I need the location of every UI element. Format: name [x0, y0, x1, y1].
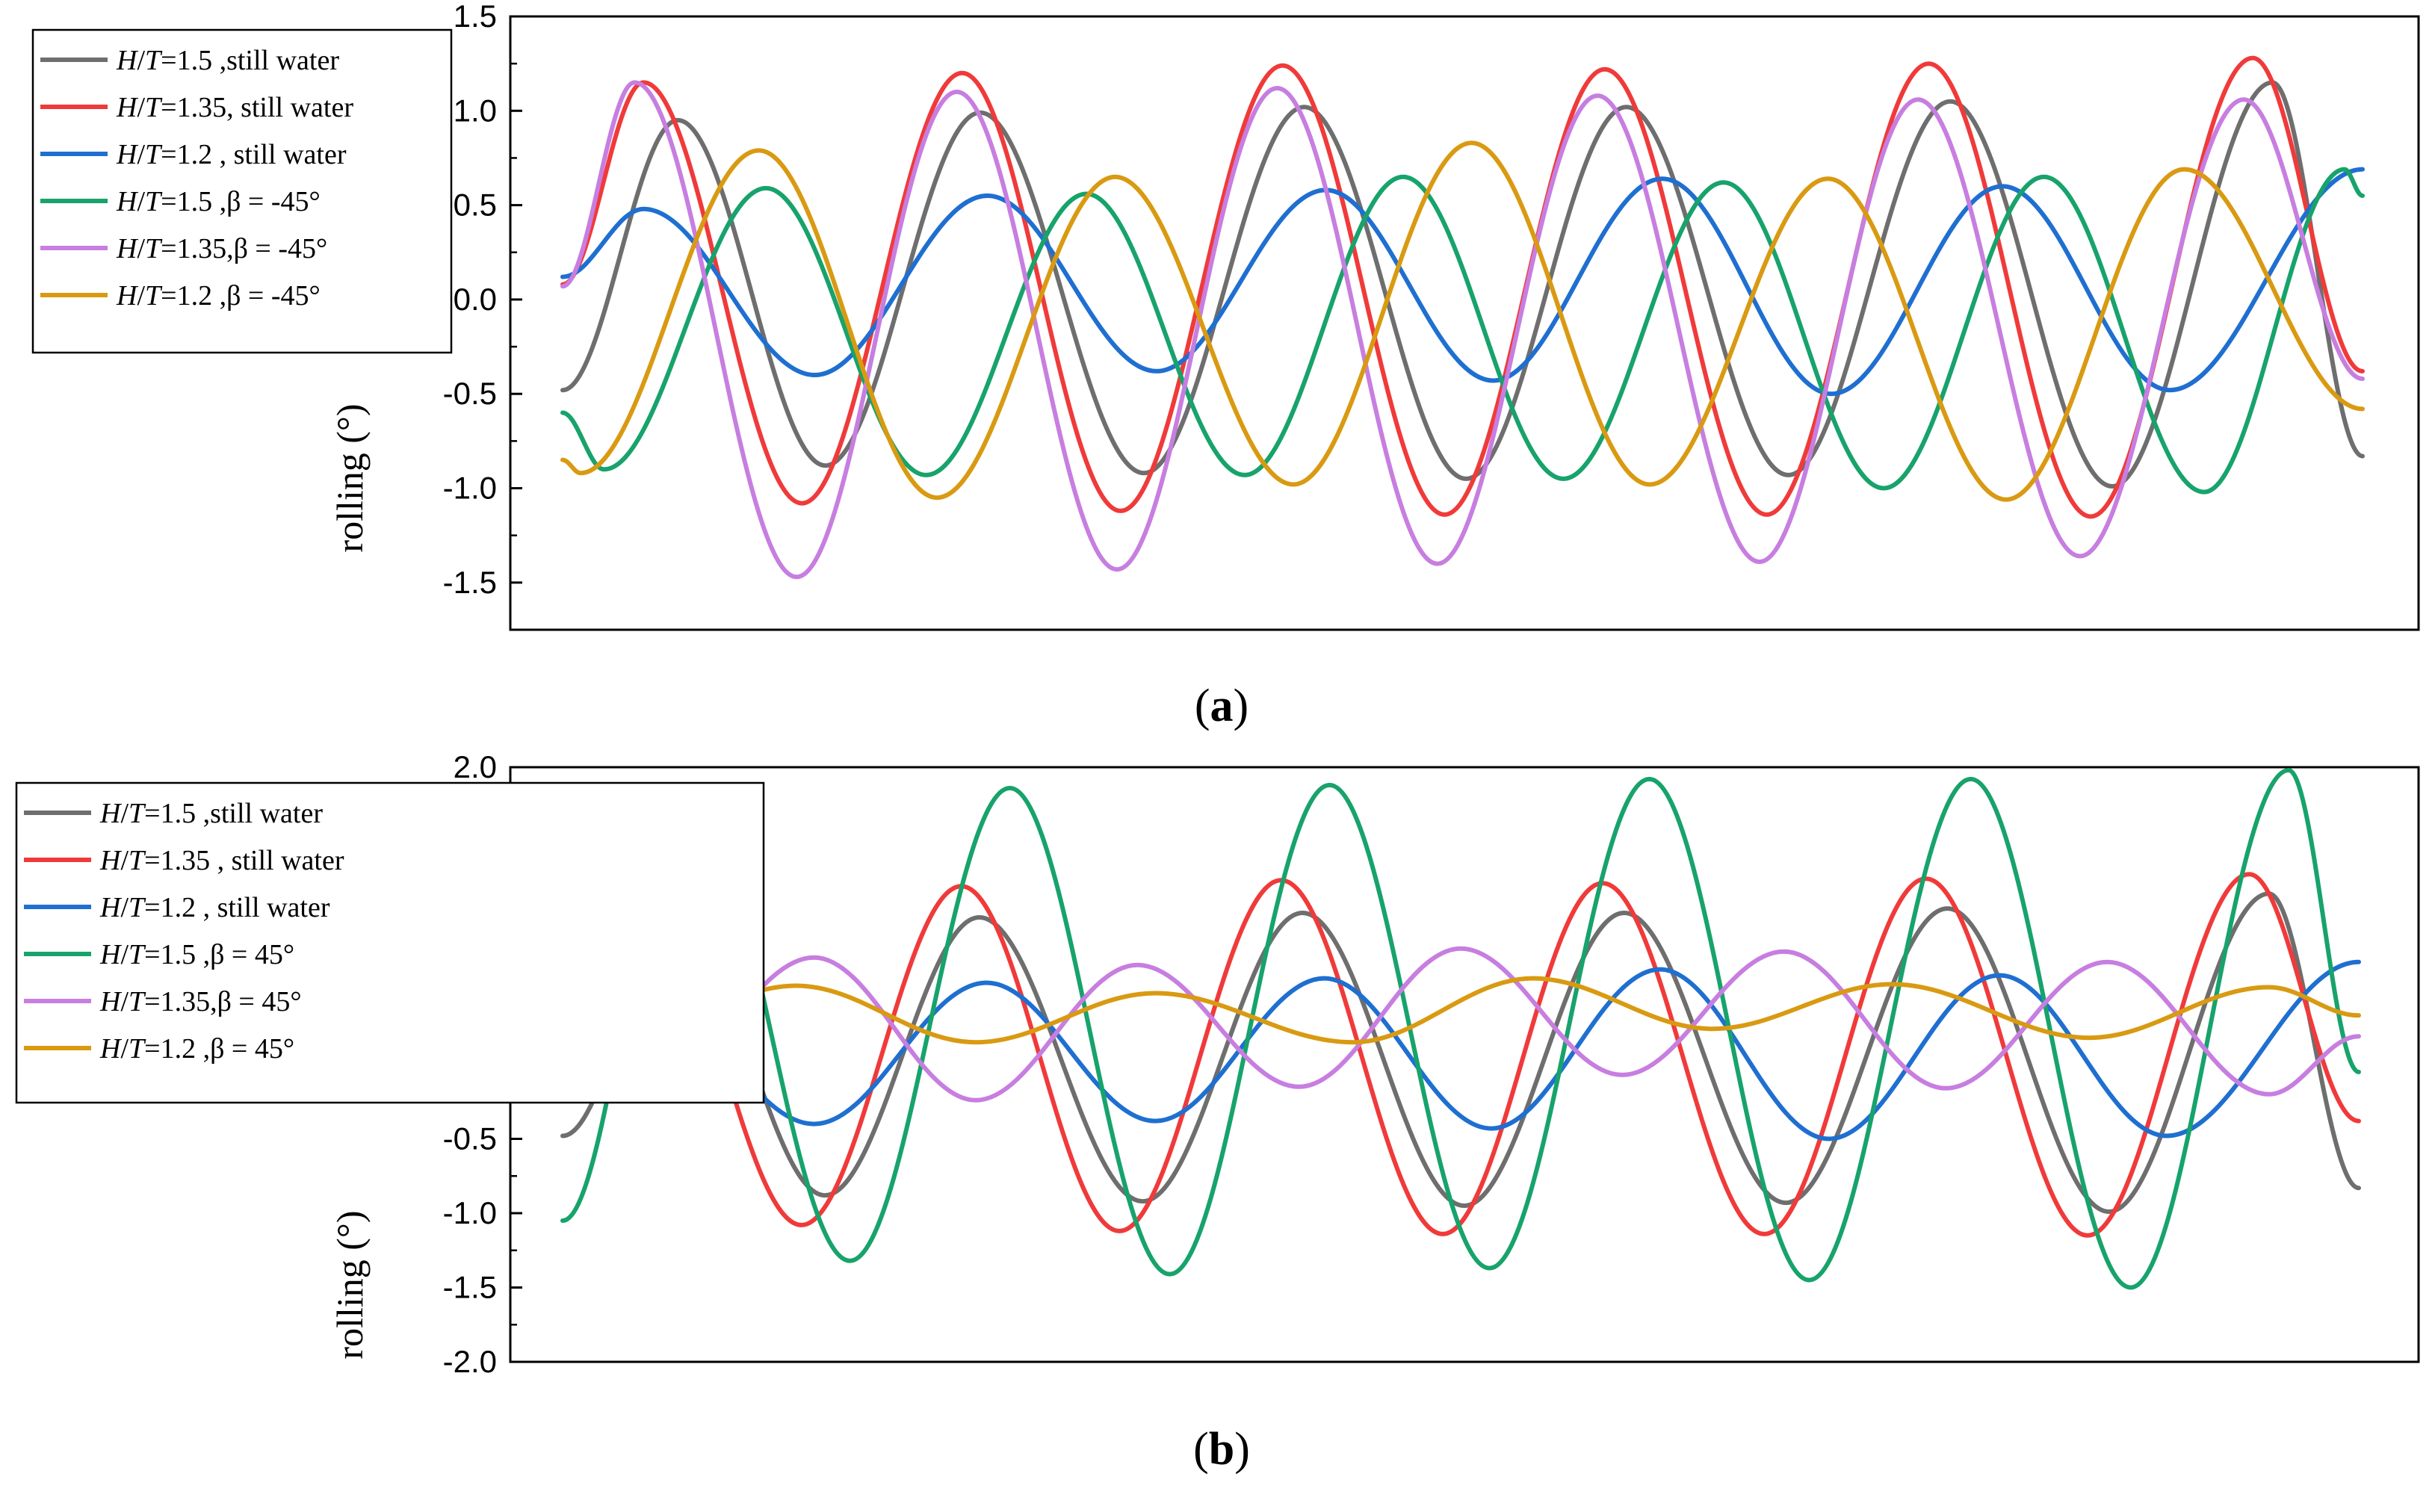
- legend-box: [15, 781, 765, 1104]
- y-axis-label: rolling (°): [329, 403, 371, 552]
- legend-label: H/T=1.5 ,β = -45°: [116, 186, 321, 217]
- y-tick-label: 1.0: [454, 93, 497, 128]
- series-group: [560, 768, 2361, 1290]
- y-tick-label: 0.5: [454, 188, 497, 223]
- series-line-2: [560, 872, 2361, 1238]
- y-tick-label: -0.5: [443, 1121, 497, 1156]
- series-line-5: [560, 946, 2361, 1103]
- series-line-4: [560, 167, 2365, 495]
- y-tick-label: -1.5: [443, 1270, 497, 1305]
- series-line-1: [560, 891, 2361, 1214]
- panel-label: (b): [1193, 1424, 1250, 1475]
- legend: H/T=1.5 ,still water H/T=1.35, still wate…: [31, 28, 453, 354]
- legend-label: H/T=1.2 ,β = -45°: [116, 280, 321, 312]
- legend-label: H/T=1.2 ,β = 45°: [99, 1033, 294, 1065]
- y-tick-label: -1.0: [443, 471, 497, 506]
- series-line-2: [560, 55, 2365, 519]
- plot-frame: [509, 15, 2420, 631]
- legend-label: H/T=1.5 ,still water: [99, 798, 323, 829]
- series-line-6: [560, 976, 2361, 1045]
- legend-box: [31, 28, 453, 354]
- series-line-6: [560, 140, 2365, 502]
- legend-label: H/T=1.35,β = -45°: [116, 233, 327, 264]
- y-tick-label: 2.0: [454, 749, 497, 784]
- y-tick-label: 1.5: [454, 0, 497, 34]
- y-tick-label: -2.0: [443, 1344, 497, 1379]
- series-group: [560, 55, 2365, 580]
- series-line-3: [560, 959, 2361, 1141]
- y-tick-label: -1.0: [443, 1195, 497, 1230]
- panel-label: (a): [1195, 681, 1249, 731]
- series-line-5: [560, 80, 2365, 580]
- legend-label: H/T=1.2 , still water: [99, 892, 330, 923]
- chart-panel-a: -1.5 -1.0 -0.5 0.0 0.5 1.0 1.5 rolling (°) H/T=1…: [31, 0, 2420, 731]
- legend-label: H/T=1.5 ,β = 45°: [99, 939, 294, 970]
- legend: H/T=1.5 ,still water H/T=1.35 , still wat…: [15, 781, 765, 1104]
- series-line-4: [560, 768, 2361, 1290]
- legend-label: H/T=1.35 , still water: [99, 845, 344, 876]
- y-tick-label: -1.5: [443, 565, 497, 600]
- y-tick-label: 0.0: [454, 282, 497, 317]
- y-tick-label: -0.5: [443, 376, 497, 411]
- y-axis-label: rolling (°): [329, 1210, 371, 1359]
- series-line-3: [560, 167, 2365, 397]
- legend-label: H/T=1.2 , still water: [116, 139, 347, 170]
- legend-label: H/T=1.5 ,still water: [116, 45, 339, 76]
- legend-label: H/T=1.35,β = 45°: [99, 986, 302, 1017]
- plot-frame: [509, 766, 2420, 1363]
- legend-label: H/T=1.35, still water: [116, 92, 353, 123]
